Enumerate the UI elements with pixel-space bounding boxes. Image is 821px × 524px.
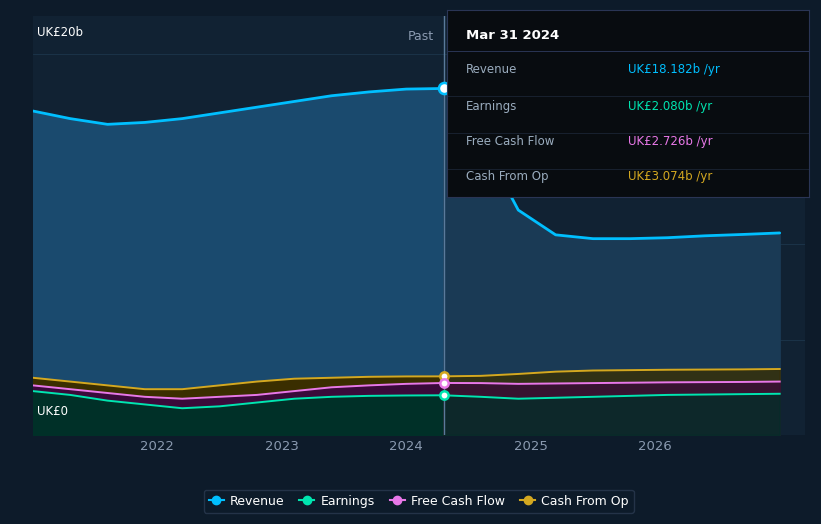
- Text: Cash From Op: Cash From Op: [466, 170, 548, 183]
- Text: UK£18.182b /yr: UK£18.182b /yr: [628, 62, 720, 75]
- Legend: Revenue, Earnings, Free Cash Flow, Cash From Op: Revenue, Earnings, Free Cash Flow, Cash …: [204, 489, 634, 512]
- Text: Revenue: Revenue: [466, 62, 517, 75]
- Text: UK£2.726b /yr: UK£2.726b /yr: [628, 135, 713, 148]
- Text: Analysts Forecasts: Analysts Forecasts: [453, 30, 570, 43]
- Text: Past: Past: [407, 30, 433, 43]
- Text: Mar 31 2024: Mar 31 2024: [466, 29, 559, 42]
- Text: UK£3.074b /yr: UK£3.074b /yr: [628, 170, 713, 183]
- Text: Earnings: Earnings: [466, 100, 517, 113]
- Text: UK£0: UK£0: [37, 405, 67, 418]
- Text: UK£20b: UK£20b: [37, 26, 83, 39]
- Text: Free Cash Flow: Free Cash Flow: [466, 135, 554, 148]
- Text: UK£2.080b /yr: UK£2.080b /yr: [628, 100, 713, 113]
